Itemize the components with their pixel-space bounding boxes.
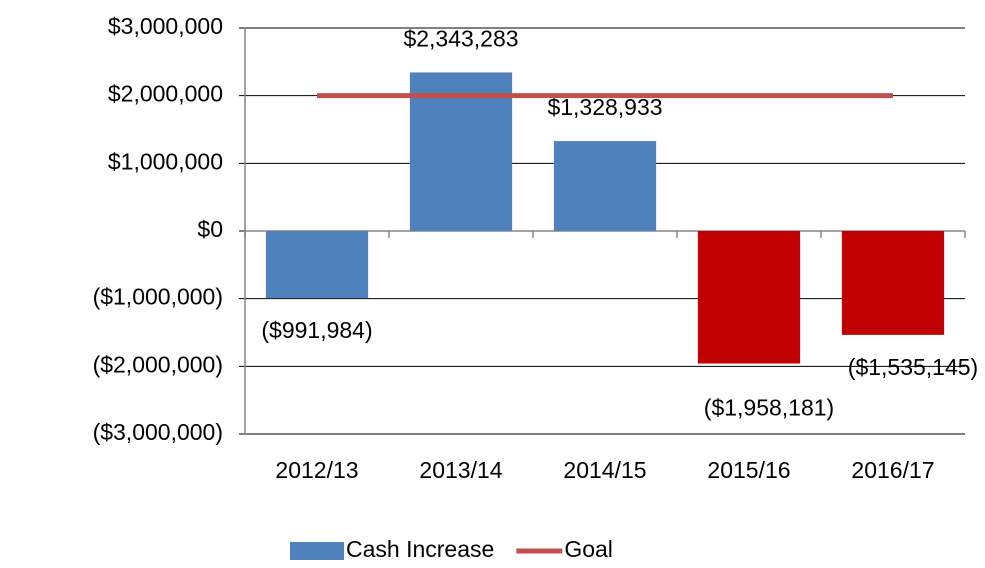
data-label: ($991,984) [261,317,372,343]
y-tick-label: $1,000,000 [108,148,223,174]
bar [697,231,801,364]
bar [553,141,657,231]
legend-swatch [290,542,344,560]
data-label: ($1,958,181) [704,395,834,421]
x-tick-label: 2016/17 [851,457,934,483]
bar [841,231,945,335]
x-tick-label: 2012/13 [275,457,358,483]
bar [265,231,369,299]
legend-label: Cash Increase [346,536,494,562]
x-tick-label: 2013/14 [419,457,502,483]
data-label: ($1,535,145) [848,354,978,380]
data-label: $1,328,933 [547,94,662,120]
y-tick-label: ($2,000,000) [93,351,223,377]
data-label: $2,343,283 [403,26,518,52]
x-tick-label: 2015/16 [707,457,790,483]
x-tick-label: 2014/15 [563,457,646,483]
y-tick-label: ($1,000,000) [93,284,223,310]
y-tick-label: $2,000,000 [108,81,223,107]
legend-label: Goal [564,536,613,562]
bar [409,72,513,231]
y-tick-label: $3,000,000 [108,13,223,39]
y-tick-label: ($3,000,000) [93,419,223,445]
y-tick-label: $0 [197,216,223,242]
